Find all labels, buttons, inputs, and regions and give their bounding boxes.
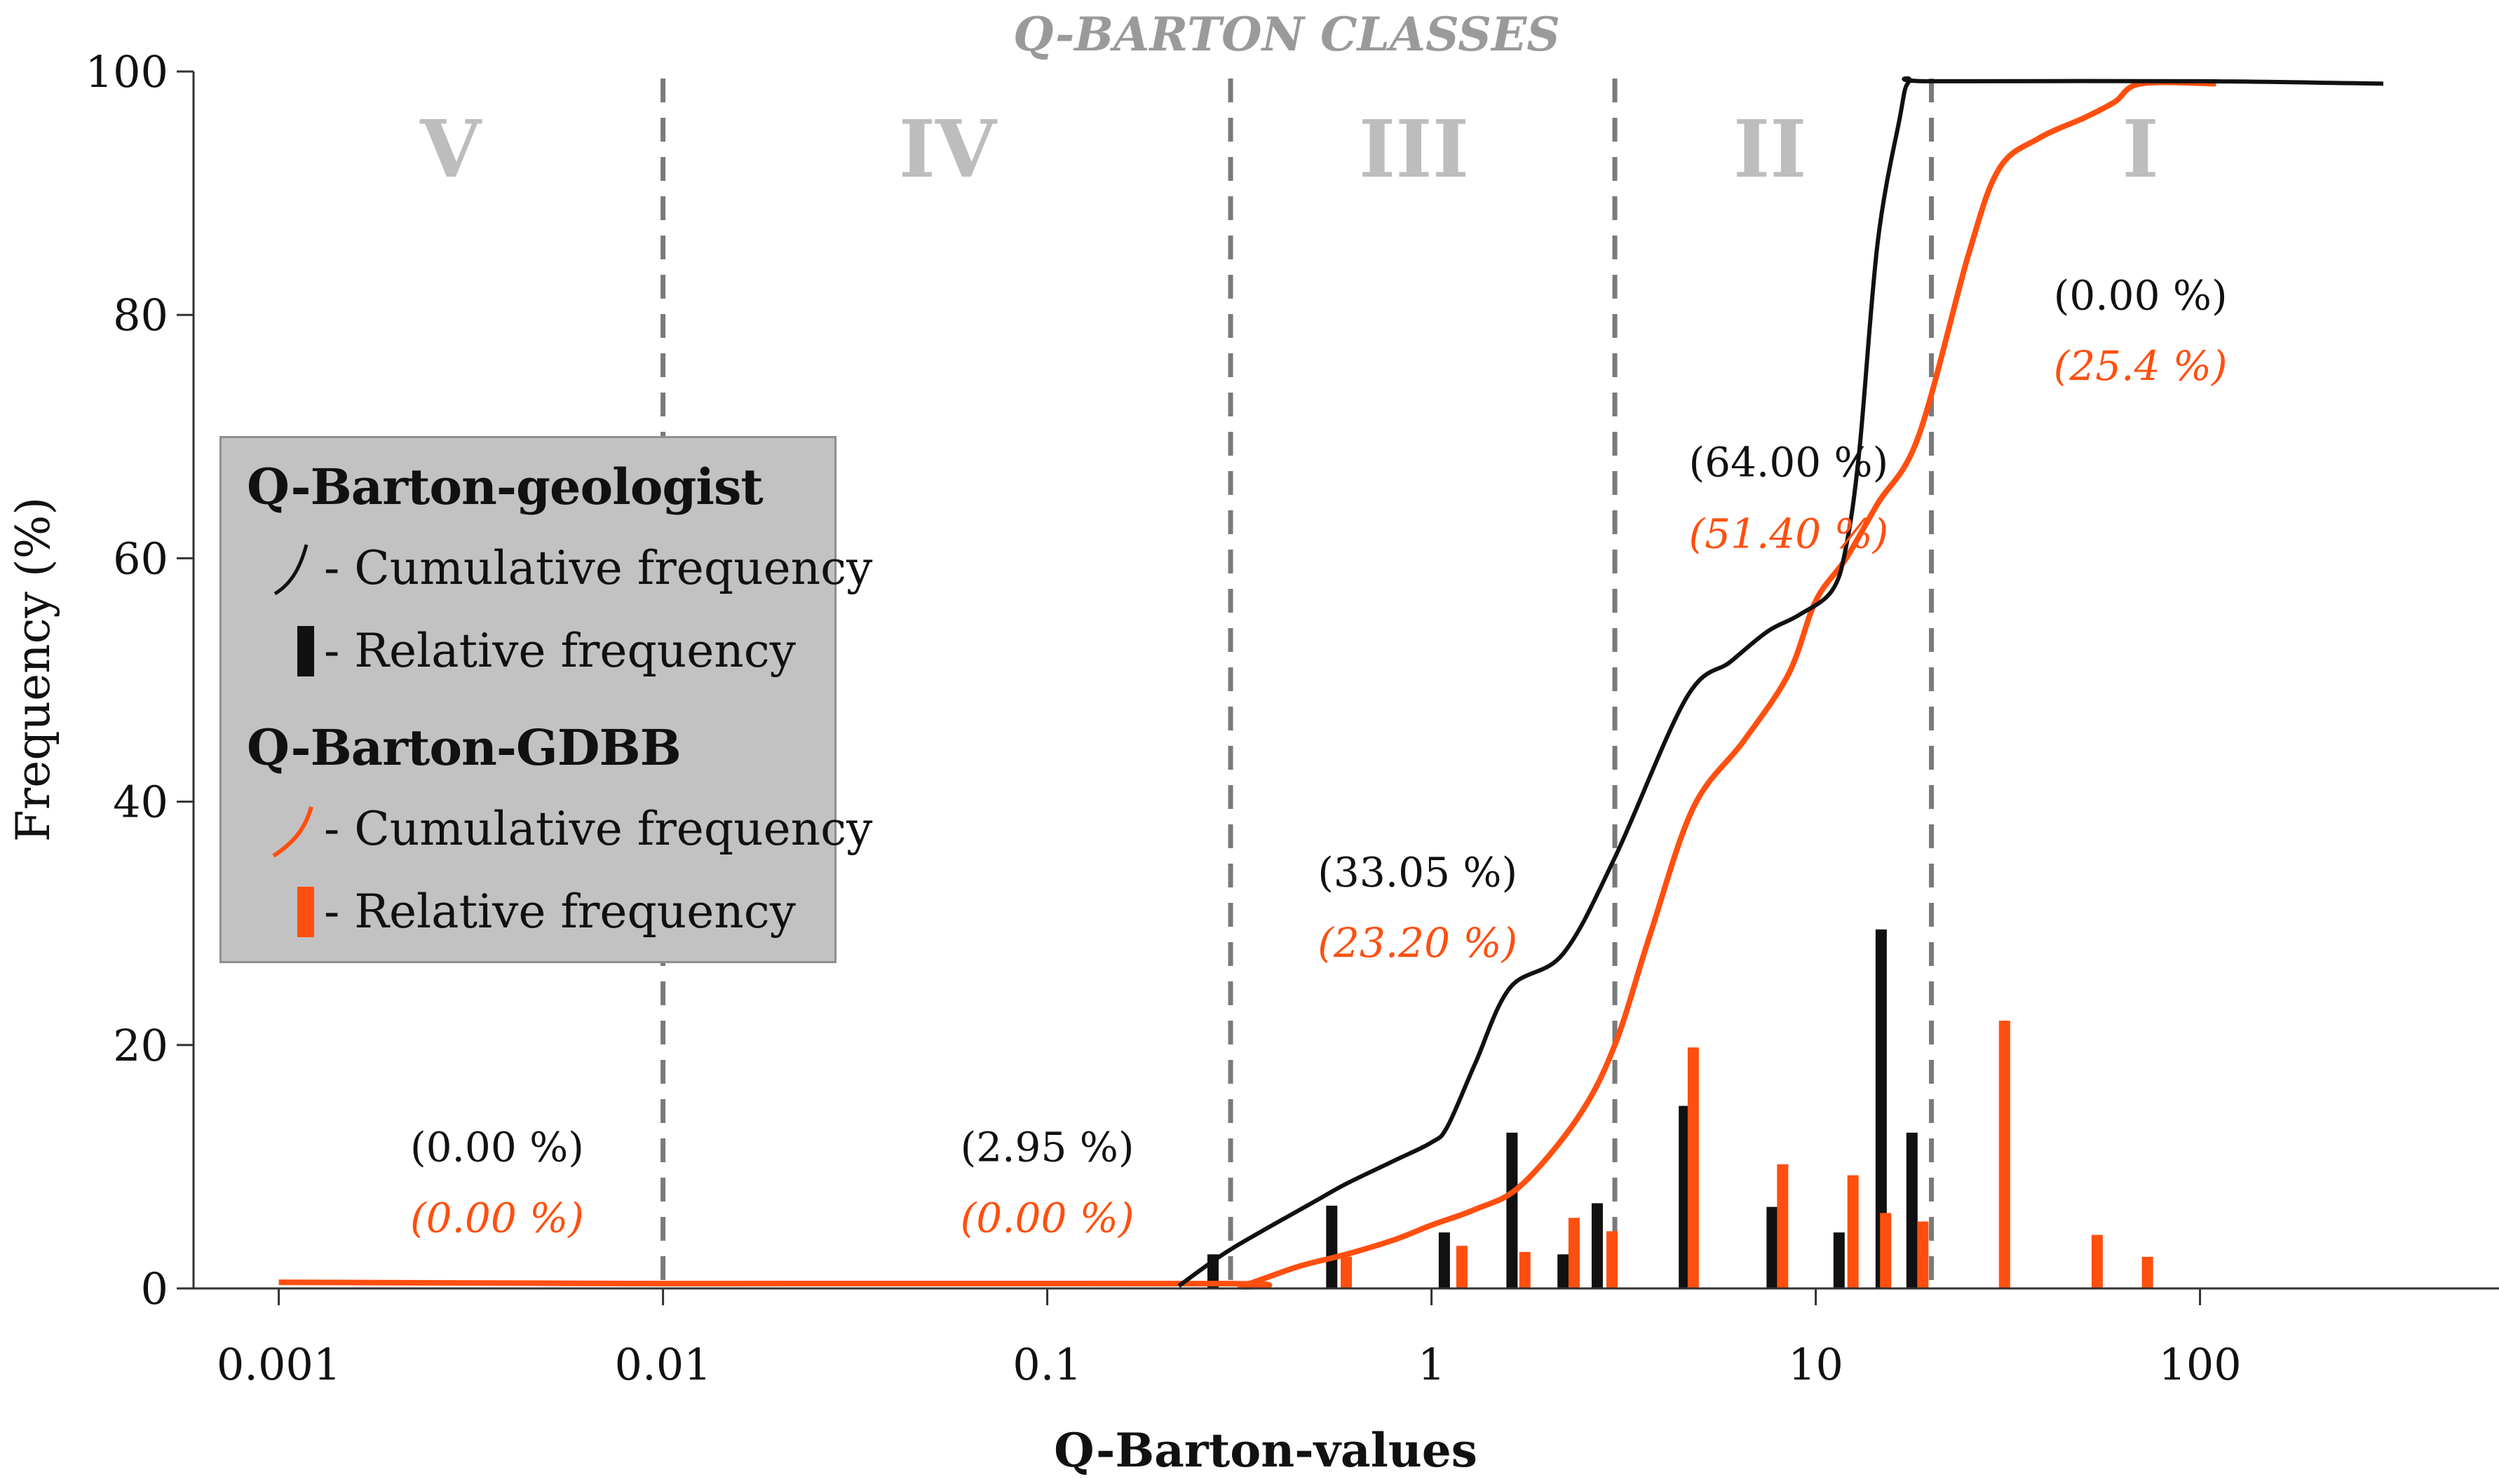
bar-gdbb-relative	[2091, 1234, 2103, 1288]
legend: Q-Barton-geologist - Cumulative frequenc…	[219, 436, 872, 963]
y-tick-label: 80	[113, 290, 168, 341]
bar-gdbb-relative	[1341, 1256, 1352, 1288]
line-gdbb-cumulative	[278, 79, 2216, 1290]
line-geologist-cumulative	[1177, 76, 2384, 1288]
bar-gdbb-relative	[1880, 1213, 1892, 1288]
x-tick-label: 100	[2158, 1339, 2241, 1390]
class-label: IV	[899, 104, 998, 196]
bar-geologist-relative	[1766, 1206, 1778, 1288]
bar-gdbb-relative	[1917, 1221, 1929, 1288]
legend-bar-swatch	[247, 619, 324, 682]
legend-item-gdbb-relative: - Relative frequency	[247, 880, 796, 943]
bar-geologist-relative	[1506, 1132, 1518, 1288]
legend-line-swatch	[247, 797, 324, 860]
y-axis-label: Frequency (%)	[6, 497, 60, 842]
chart-title: Q-BARTON CLASSES	[1013, 7, 1560, 62]
class-pct-geologist: (0.00 %)	[410, 1124, 584, 1171]
y-tick-label: 0	[141, 1263, 168, 1314]
class-label: II	[1733, 104, 1807, 196]
bar-gdbb-relative	[1777, 1164, 1789, 1288]
x-tick-label: 0.01	[615, 1339, 712, 1390]
bar-geologist-relative	[1326, 1205, 1338, 1288]
bar-gdbb-relative	[1847, 1175, 1859, 1288]
y-tick-label: 40	[113, 777, 168, 828]
bar-geologist-relative	[1906, 1132, 1918, 1288]
class-pct-gdbb: (0.00 %)	[961, 1194, 1135, 1241]
class-pct-geologist: (2.95 %)	[961, 1124, 1135, 1171]
x-tick-label: 0.1	[1013, 1339, 1082, 1390]
legend-title-gdbb: Q-Barton-GDBB	[247, 719, 682, 777]
x-axis-label: Q-Barton-values	[1054, 1423, 1477, 1478]
class-label: III	[1359, 104, 1469, 196]
class-pct-gdbb: (25.4 %)	[2054, 342, 2228, 390]
legend-title-geologist: Q-Barton-geologist	[247, 458, 764, 516]
bar-geologist-relative	[1557, 1254, 1569, 1288]
bar-geologist-relative	[1833, 1232, 1845, 1288]
x-tick-label: 10	[1788, 1339, 1843, 1390]
bar-gdbb-relative	[1456, 1246, 1468, 1288]
legend-item-geologist-relative: - Relative frequency	[247, 619, 796, 682]
bar-geologist-relative	[1438, 1232, 1450, 1288]
bar-gdbb-relative	[1606, 1231, 1618, 1288]
legend-bar-swatch	[247, 880, 324, 943]
bar-gdbb-relative	[2141, 1256, 2153, 1288]
y-tick-label: 100	[86, 46, 168, 97]
legend-label: - Relative frequency	[324, 623, 797, 678]
y-tick-label: 20	[113, 1020, 168, 1071]
legend-line-swatch	[247, 536, 324, 599]
y-tick-label: 60	[113, 533, 168, 584]
class-pct-geologist: (64.00 %)	[1688, 438, 1888, 486]
legend-item-gdbb-cumulative: - Cumulative frequency	[247, 797, 872, 860]
legend-item-geologist-cumulative: - Cumulative frequency	[247, 536, 872, 599]
class-pct-gdbb: (23.20 %)	[1318, 919, 1517, 967]
class-pct-geologist: (0.00 %)	[2054, 271, 2228, 319]
bar-geologist-relative	[1591, 1203, 1603, 1288]
class-pct-geologist: (33.05 %)	[1318, 848, 1517, 896]
bar-gdbb-relative	[1998, 1021, 2010, 1288]
class-label: I	[2122, 104, 2158, 196]
legend-label: - Cumulative frequency	[324, 540, 873, 595]
x-tick-label: 1	[1418, 1339, 1445, 1390]
bar-gdbb-relative	[1687, 1047, 1699, 1288]
bar-gdbb-relative	[1519, 1251, 1531, 1288]
legend-label: - Relative frequency	[324, 884, 797, 939]
bar-geologist-relative	[1679, 1105, 1691, 1288]
class-pct-gdbb: (51.40 %)	[1688, 510, 1888, 558]
class-label: V	[419, 104, 482, 196]
x-tick-label: 0.001	[217, 1339, 341, 1390]
bar-gdbb-relative	[1568, 1218, 1580, 1288]
class-pct-gdbb: (0.00 %)	[410, 1194, 584, 1241]
legend-label: - Cumulative frequency	[324, 801, 873, 856]
bar-geologist-relative	[1875, 929, 1887, 1288]
